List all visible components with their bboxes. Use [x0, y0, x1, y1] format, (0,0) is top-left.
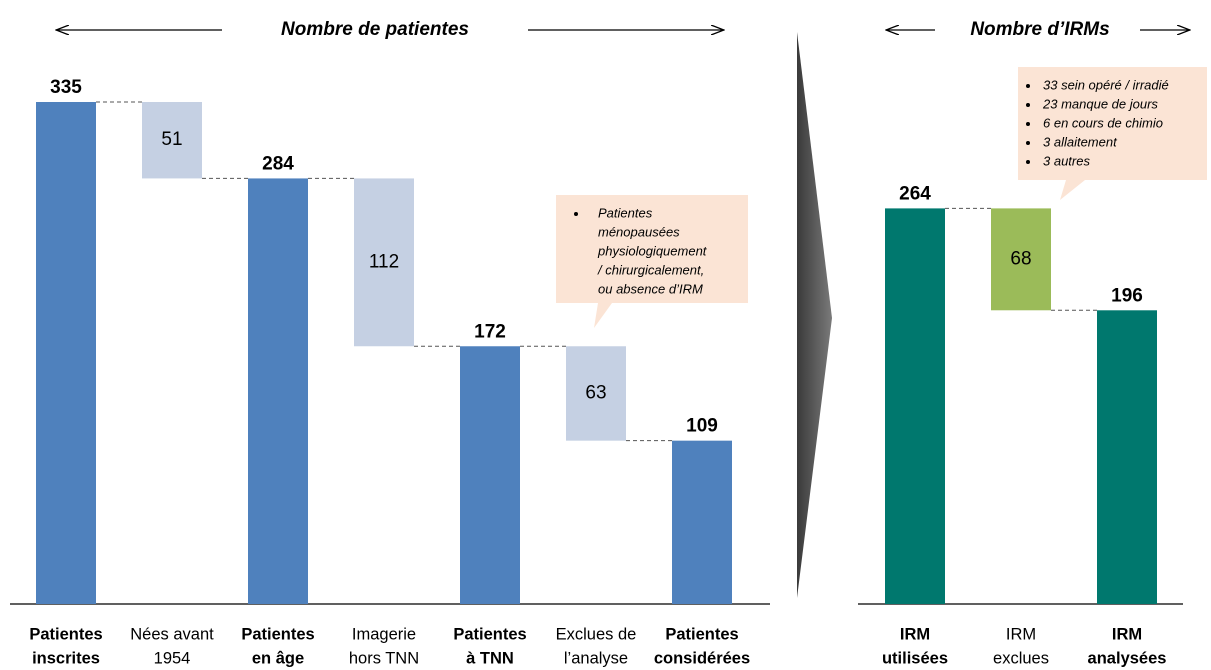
- bar: [885, 208, 945, 604]
- panel-title: Nombre de patientes: [281, 19, 469, 40]
- x-tick-label: l’analyse: [564, 649, 628, 667]
- value-label: 68: [1010, 248, 1031, 269]
- bar: [672, 440, 732, 604]
- value-label: 112: [369, 251, 399, 272]
- x-tick-label: Patientes: [29, 625, 102, 643]
- x-tick-label: IRM: [1112, 625, 1142, 643]
- bullet: [1026, 160, 1030, 164]
- annotation: 6 en cours de chimio: [1043, 115, 1163, 130]
- separator-chevron: [797, 32, 832, 598]
- x-tick-label: IRM: [1006, 625, 1036, 643]
- bullet: [1026, 84, 1030, 88]
- annotation: 33 sein opéré / irradié: [1043, 77, 1169, 92]
- annotation: ménopausées: [598, 224, 680, 239]
- value-label: 51: [161, 129, 182, 150]
- x-tick-label: 1954: [154, 649, 191, 667]
- x-tick-label: inscrites: [32, 649, 100, 667]
- annotation: 3 autres: [1043, 153, 1090, 168]
- bullet: [574, 212, 578, 216]
- annotation: / chirurgicalement,: [597, 262, 704, 277]
- x-tick-label: Patientes: [665, 625, 738, 643]
- bullet: [1026, 122, 1030, 126]
- value-label: 172: [474, 321, 506, 342]
- bar: [991, 208, 1051, 311]
- x-tick-label: hors TNN: [349, 649, 419, 667]
- value-label: 335: [50, 77, 82, 98]
- x-tick-label: considérées: [654, 649, 750, 667]
- bar: [36, 102, 96, 604]
- x-tick-label: IRM: [900, 625, 930, 643]
- annotation: 3 allaitement: [1043, 134, 1118, 149]
- annotation: physiologiquement: [597, 243, 708, 258]
- x-tick-label: Nées avant: [130, 625, 214, 643]
- x-tick-label: Exclues de: [556, 625, 637, 643]
- bar: [248, 178, 308, 604]
- x-tick-label: utilisées: [882, 649, 948, 667]
- x-tick-label: en âge: [252, 649, 304, 667]
- callout: [1018, 67, 1207, 200]
- bullet: [1026, 103, 1030, 107]
- value-label: 284: [262, 153, 294, 174]
- bullet: [1026, 141, 1030, 145]
- value-label: 264: [899, 183, 931, 204]
- x-tick-label: à TNN: [466, 649, 514, 667]
- bar: [566, 346, 626, 441]
- x-tick-label: analysées: [1088, 649, 1167, 667]
- x-tick-label: exclues: [993, 649, 1049, 667]
- callout: [556, 195, 748, 328]
- value-label: 196: [1111, 285, 1143, 306]
- panel-title: Nombre d’IRMs: [970, 19, 1109, 40]
- annotation: Patientes: [598, 205, 653, 220]
- value-label: 109: [686, 416, 718, 437]
- annotation: ou absence d’IRM: [598, 281, 703, 296]
- value-label: 63: [585, 382, 606, 403]
- bar: [142, 102, 202, 179]
- x-tick-label: Patientes: [453, 625, 526, 643]
- x-tick-label: Imagerie: [352, 625, 416, 643]
- bar: [354, 178, 414, 347]
- bar: [460, 346, 520, 604]
- bar: [1097, 310, 1157, 604]
- x-tick-label: Patientes: [241, 625, 314, 643]
- annotation: 23 manque de jours: [1042, 96, 1158, 111]
